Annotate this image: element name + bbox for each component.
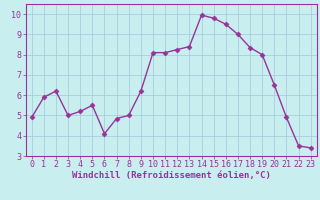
X-axis label: Windchill (Refroidissement éolien,°C): Windchill (Refroidissement éolien,°C) [72,171,271,180]
